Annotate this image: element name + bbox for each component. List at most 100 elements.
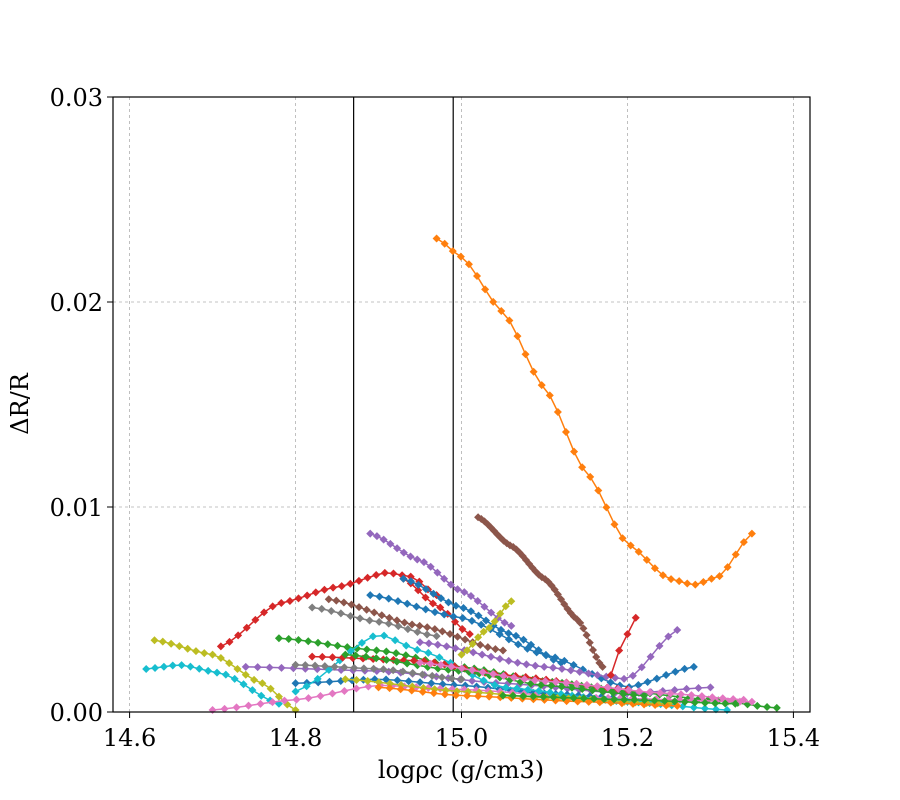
data-point bbox=[592, 653, 601, 662]
data-point bbox=[436, 594, 445, 603]
data-point bbox=[216, 654, 225, 663]
data-point bbox=[406, 552, 415, 561]
data-point bbox=[551, 677, 560, 686]
data-point bbox=[447, 674, 456, 683]
data-point bbox=[346, 579, 355, 588]
x-tick-label: 15.0 bbox=[435, 724, 488, 752]
data-point bbox=[351, 651, 360, 660]
data-point bbox=[497, 306, 506, 315]
data-point bbox=[330, 662, 339, 671]
data-point bbox=[747, 529, 756, 538]
data-point bbox=[325, 677, 334, 686]
data-point bbox=[400, 618, 409, 627]
data-point bbox=[375, 592, 384, 601]
data-point bbox=[667, 575, 676, 584]
data-point bbox=[320, 662, 329, 671]
data-point bbox=[561, 428, 570, 437]
data-point bbox=[480, 602, 489, 611]
data-point bbox=[650, 696, 659, 705]
data-point bbox=[485, 623, 494, 632]
data-point bbox=[426, 659, 435, 668]
data-point bbox=[682, 684, 691, 693]
y-axis-label: ΔR/R bbox=[6, 372, 34, 434]
data-point bbox=[474, 633, 483, 642]
data-point bbox=[485, 692, 494, 701]
data-point bbox=[316, 691, 325, 700]
data-point bbox=[428, 599, 437, 608]
data-point bbox=[357, 638, 366, 647]
data-point bbox=[465, 630, 474, 639]
data-point bbox=[168, 661, 177, 670]
data-point bbox=[416, 678, 425, 687]
data-point bbox=[637, 663, 646, 672]
data-point bbox=[689, 703, 698, 712]
data-point bbox=[575, 667, 584, 676]
data-point bbox=[239, 680, 248, 689]
data-point bbox=[656, 689, 665, 698]
data-point bbox=[341, 650, 350, 659]
data-point bbox=[477, 620, 486, 629]
data-point bbox=[233, 664, 242, 673]
series-s10 bbox=[416, 626, 682, 683]
data-point bbox=[664, 632, 673, 641]
data-point bbox=[468, 676, 477, 685]
data-point bbox=[353, 644, 362, 653]
data-point bbox=[509, 673, 518, 682]
data-point bbox=[652, 674, 661, 683]
data-point bbox=[753, 701, 762, 710]
data-point bbox=[399, 574, 408, 583]
data-point bbox=[534, 646, 543, 655]
data-point bbox=[341, 675, 350, 684]
data-point bbox=[579, 694, 588, 703]
data-point bbox=[445, 629, 454, 638]
data-point bbox=[650, 564, 659, 573]
data-point bbox=[437, 673, 446, 682]
data-point bbox=[635, 687, 644, 696]
data-point bbox=[364, 682, 373, 691]
data-point bbox=[459, 604, 468, 613]
data-point bbox=[489, 297, 498, 306]
data-point bbox=[534, 686, 543, 695]
data-point bbox=[478, 650, 487, 659]
data-point bbox=[374, 683, 383, 692]
data-point bbox=[609, 688, 618, 697]
data-point bbox=[304, 637, 313, 646]
data-point bbox=[619, 689, 628, 698]
data-point bbox=[274, 634, 283, 643]
data-point bbox=[772, 703, 781, 712]
data-point bbox=[266, 684, 275, 693]
data-point bbox=[490, 681, 499, 690]
series-s1 bbox=[432, 234, 756, 589]
data-point bbox=[403, 659, 412, 668]
data-point bbox=[225, 637, 234, 646]
series-s8 bbox=[308, 603, 441, 641]
data-point bbox=[642, 555, 651, 564]
data-series bbox=[142, 234, 781, 714]
data-point bbox=[408, 620, 417, 629]
data-point bbox=[318, 652, 327, 661]
data-point bbox=[473, 597, 482, 606]
data-point bbox=[504, 656, 513, 665]
data-point bbox=[225, 659, 234, 668]
data-point bbox=[428, 671, 437, 680]
data-point bbox=[629, 690, 638, 699]
data-point bbox=[451, 601, 460, 610]
data-point bbox=[476, 640, 485, 649]
series-s12 bbox=[606, 613, 640, 680]
data-point bbox=[522, 660, 531, 669]
data-point bbox=[689, 662, 698, 671]
data-point bbox=[658, 571, 667, 580]
data-point bbox=[265, 663, 274, 672]
data-point bbox=[453, 585, 462, 594]
data-point bbox=[328, 653, 337, 662]
data-point bbox=[440, 574, 449, 583]
series-line bbox=[369, 532, 512, 627]
data-point bbox=[311, 588, 320, 597]
data-point bbox=[624, 686, 633, 695]
data-point bbox=[241, 662, 250, 671]
data-point bbox=[586, 472, 595, 481]
data-point bbox=[598, 687, 607, 696]
data-point bbox=[603, 683, 612, 692]
data-point bbox=[362, 645, 371, 654]
